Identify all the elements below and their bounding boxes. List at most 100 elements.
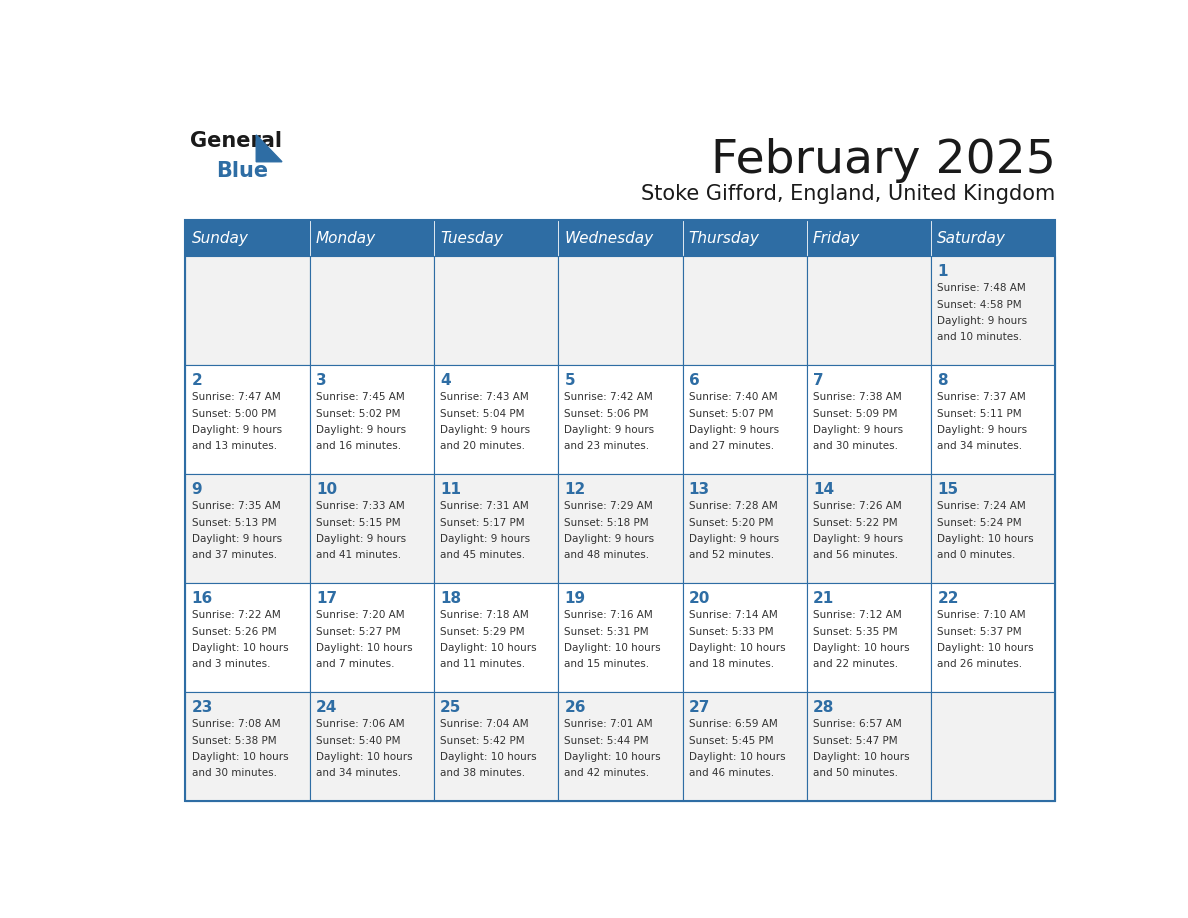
- Text: Sunrise: 7:04 AM: Sunrise: 7:04 AM: [440, 720, 529, 729]
- Text: Daylight: 9 hours: Daylight: 9 hours: [191, 425, 282, 435]
- Text: and 27 minutes.: and 27 minutes.: [689, 442, 773, 451]
- Text: Sunrise: 7:38 AM: Sunrise: 7:38 AM: [813, 392, 902, 402]
- Text: Daylight: 10 hours: Daylight: 10 hours: [564, 643, 661, 653]
- Bar: [931, 584, 1055, 692]
- Text: 11: 11: [440, 482, 461, 497]
- Text: and 48 minutes.: and 48 minutes.: [564, 550, 650, 560]
- Bar: [434, 475, 558, 584]
- Text: Sunrise: 6:57 AM: Sunrise: 6:57 AM: [813, 720, 902, 729]
- Text: and 34 minutes.: and 34 minutes.: [937, 442, 1023, 451]
- Text: Sunset: 5:26 PM: Sunset: 5:26 PM: [191, 627, 276, 636]
- Text: Sunset: 5:42 PM: Sunset: 5:42 PM: [440, 735, 525, 745]
- Text: Daylight: 10 hours: Daylight: 10 hours: [689, 752, 785, 762]
- Text: Friday: Friday: [813, 230, 860, 246]
- Polygon shape: [257, 135, 282, 162]
- Text: Sunset: 5:24 PM: Sunset: 5:24 PM: [937, 518, 1022, 528]
- Bar: [310, 692, 434, 801]
- Text: and 3 minutes.: and 3 minutes.: [191, 659, 270, 669]
- Bar: [434, 256, 558, 365]
- Text: Sunset: 5:37 PM: Sunset: 5:37 PM: [937, 627, 1022, 636]
- Text: Thursday: Thursday: [689, 230, 759, 246]
- Bar: [434, 219, 558, 256]
- Text: 10: 10: [316, 482, 337, 497]
- Text: Sunrise: 7:43 AM: Sunrise: 7:43 AM: [440, 392, 529, 402]
- Text: 2: 2: [191, 373, 202, 387]
- Text: Blue: Blue: [216, 161, 267, 181]
- Text: and 34 minutes.: and 34 minutes.: [316, 768, 402, 778]
- Bar: [185, 256, 310, 365]
- Text: Sunset: 5:18 PM: Sunset: 5:18 PM: [564, 518, 649, 528]
- Text: 18: 18: [440, 590, 461, 606]
- Bar: [185, 219, 1055, 801]
- Text: 3: 3: [316, 373, 327, 387]
- Bar: [807, 584, 931, 692]
- Bar: [185, 475, 310, 584]
- Text: 15: 15: [937, 482, 959, 497]
- Text: Sunrise: 7:10 AM: Sunrise: 7:10 AM: [937, 610, 1026, 621]
- Bar: [807, 365, 931, 475]
- Text: and 22 minutes.: and 22 minutes.: [813, 659, 898, 669]
- Text: and 16 minutes.: and 16 minutes.: [316, 442, 402, 451]
- Text: Sunrise: 7:31 AM: Sunrise: 7:31 AM: [440, 501, 529, 511]
- Text: and 46 minutes.: and 46 minutes.: [689, 768, 773, 778]
- Bar: [558, 475, 682, 584]
- Text: Sunrise: 7:22 AM: Sunrise: 7:22 AM: [191, 610, 280, 621]
- Bar: [682, 256, 807, 365]
- Bar: [185, 692, 310, 801]
- Bar: [185, 584, 310, 692]
- Text: Stoke Gifford, England, United Kingdom: Stoke Gifford, England, United Kingdom: [642, 185, 1055, 205]
- Text: Sunrise: 7:18 AM: Sunrise: 7:18 AM: [440, 610, 529, 621]
- Text: and 15 minutes.: and 15 minutes.: [564, 659, 650, 669]
- Text: and 56 minutes.: and 56 minutes.: [813, 550, 898, 560]
- Text: Daylight: 10 hours: Daylight: 10 hours: [440, 643, 537, 653]
- Text: Daylight: 10 hours: Daylight: 10 hours: [316, 643, 412, 653]
- Text: Daylight: 10 hours: Daylight: 10 hours: [937, 643, 1034, 653]
- Text: Daylight: 10 hours: Daylight: 10 hours: [813, 752, 910, 762]
- Text: and 23 minutes.: and 23 minutes.: [564, 442, 650, 451]
- Text: and 38 minutes.: and 38 minutes.: [440, 768, 525, 778]
- Bar: [185, 219, 1055, 222]
- Text: Sunset: 5:20 PM: Sunset: 5:20 PM: [689, 518, 773, 528]
- Bar: [434, 584, 558, 692]
- Text: Daylight: 9 hours: Daylight: 9 hours: [440, 534, 530, 543]
- Text: and 11 minutes.: and 11 minutes.: [440, 659, 525, 669]
- Text: Sunset: 5:44 PM: Sunset: 5:44 PM: [564, 735, 649, 745]
- Bar: [434, 365, 558, 475]
- Text: 24: 24: [316, 700, 337, 714]
- Text: and 18 minutes.: and 18 minutes.: [689, 659, 773, 669]
- Text: Sunrise: 7:16 AM: Sunrise: 7:16 AM: [564, 610, 653, 621]
- Text: Sunset: 5:17 PM: Sunset: 5:17 PM: [440, 518, 525, 528]
- Text: and 30 minutes.: and 30 minutes.: [191, 768, 277, 778]
- Text: Daylight: 9 hours: Daylight: 9 hours: [440, 425, 530, 435]
- Text: Sunset: 5:33 PM: Sunset: 5:33 PM: [689, 627, 773, 636]
- Bar: [310, 219, 434, 256]
- Text: 20: 20: [689, 590, 710, 606]
- Text: Daylight: 9 hours: Daylight: 9 hours: [689, 425, 779, 435]
- Text: 7: 7: [813, 373, 823, 387]
- Bar: [682, 365, 807, 475]
- Text: Sunrise: 7:26 AM: Sunrise: 7:26 AM: [813, 501, 902, 511]
- Text: 28: 28: [813, 700, 834, 714]
- Text: Daylight: 10 hours: Daylight: 10 hours: [191, 643, 289, 653]
- Text: 27: 27: [689, 700, 710, 714]
- Bar: [682, 692, 807, 801]
- Text: Sunset: 4:58 PM: Sunset: 4:58 PM: [937, 299, 1022, 309]
- Bar: [558, 365, 682, 475]
- Text: Daylight: 9 hours: Daylight: 9 hours: [813, 425, 903, 435]
- Text: 6: 6: [689, 373, 700, 387]
- Bar: [931, 692, 1055, 801]
- Bar: [558, 256, 682, 365]
- Bar: [807, 256, 931, 365]
- Text: Saturday: Saturday: [937, 230, 1006, 246]
- Text: and 0 minutes.: and 0 minutes.: [937, 550, 1016, 560]
- Text: 17: 17: [316, 590, 337, 606]
- Text: Daylight: 9 hours: Daylight: 9 hours: [564, 425, 655, 435]
- Bar: [931, 219, 1055, 256]
- Text: Sunset: 5:47 PM: Sunset: 5:47 PM: [813, 735, 898, 745]
- Text: 19: 19: [564, 590, 586, 606]
- Text: and 20 minutes.: and 20 minutes.: [440, 442, 525, 451]
- Bar: [310, 256, 434, 365]
- Text: Sunset: 5:27 PM: Sunset: 5:27 PM: [316, 627, 400, 636]
- Text: Wednesday: Wednesday: [564, 230, 653, 246]
- Text: 5: 5: [564, 373, 575, 387]
